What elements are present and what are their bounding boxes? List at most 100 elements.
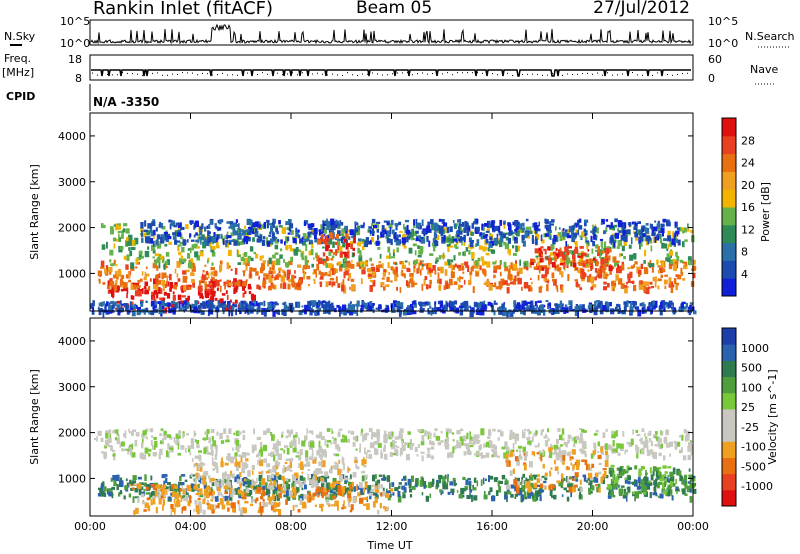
heatmap-cell — [102, 310, 105, 318]
heatmap-cell — [178, 491, 181, 497]
heatmap-cell — [433, 432, 436, 438]
heatmap-cell — [591, 284, 597, 288]
heatmap-cell — [224, 491, 228, 495]
heatmap-cell — [528, 301, 532, 304]
heatmap-cell — [466, 305, 469, 310]
heatmap-cell — [690, 450, 692, 454]
heatmap-cell — [524, 496, 528, 500]
heatmap-cell — [123, 255, 127, 260]
heatmap-cell — [547, 303, 549, 309]
heatmap-cell — [655, 276, 657, 283]
heatmap-cell — [406, 454, 410, 461]
heatmap-cell — [543, 309, 546, 316]
heatmap-cell — [504, 441, 508, 448]
heatmap-cell — [393, 303, 398, 308]
heatmap-cell — [572, 476, 575, 481]
heatmap-cell — [590, 235, 593, 243]
heatmap-cell — [150, 310, 155, 316]
heatmap-cell — [356, 262, 361, 267]
heatmap-cell — [571, 237, 575, 243]
heatmap-cell — [175, 433, 179, 439]
heatmap-cell — [541, 266, 545, 271]
heatmap-cell — [115, 270, 118, 278]
heatmap-cell — [659, 304, 663, 309]
heatmap-cell — [113, 285, 118, 292]
heatmap-cell — [292, 438, 297, 444]
heatmap-cell — [665, 219, 670, 223]
heatmap-cell — [441, 236, 446, 244]
heatmap-cell — [516, 230, 520, 237]
heatmap-cell — [634, 301, 637, 306]
heatmap-cell — [465, 247, 469, 252]
heatmap-cell — [113, 224, 116, 227]
heatmap-cell — [181, 247, 185, 253]
heatmap-cell — [175, 222, 180, 226]
heatmap-cell — [570, 230, 574, 238]
heatmap-cell — [345, 230, 348, 236]
heatmap-cell — [159, 297, 163, 301]
heatmap-cell — [166, 302, 171, 307]
heatmap-cell — [650, 245, 653, 252]
heatmap-cell — [502, 310, 507, 317]
heatmap-cell — [240, 509, 244, 516]
heatmap-cell — [666, 248, 669, 252]
heatmap-cell — [447, 246, 450, 253]
heatmap-cell — [316, 479, 321, 483]
heatmap-cell — [631, 221, 637, 225]
heatmap-cell — [267, 496, 271, 501]
heatmap-cell — [152, 498, 156, 505]
heatmap-cell — [301, 471, 304, 474]
heatmap-cell — [326, 440, 332, 443]
heatmap-cell — [203, 494, 207, 501]
heatmap-cell — [659, 238, 663, 244]
heatmap-cell — [266, 428, 271, 434]
heatmap-cell — [392, 229, 395, 235]
heatmap-cell — [420, 301, 425, 305]
heatmap-cell — [141, 255, 144, 259]
heatmap-cell — [491, 454, 494, 458]
heatmap-cell — [434, 428, 438, 432]
colorbar-segment — [722, 189, 736, 208]
heatmap-cell — [251, 444, 254, 448]
heatmap-cell — [204, 226, 207, 232]
heatmap-cell — [666, 442, 671, 448]
heatmap-cell — [233, 506, 236, 513]
heatmap-cell — [689, 302, 694, 305]
heatmap-cell — [441, 219, 445, 224]
heatmap-cell — [268, 275, 273, 283]
heatmap-cell — [210, 278, 214, 284]
heatmap-cell — [274, 238, 279, 244]
heatmap-cell — [301, 440, 306, 447]
heatmap-cell — [499, 480, 503, 484]
heatmap-cell — [180, 226, 185, 230]
heatmap-cell — [260, 234, 263, 241]
heatmap-cell — [483, 234, 488, 239]
heatmap-cell — [371, 223, 374, 227]
heatmap-cell — [356, 300, 360, 307]
heatmap-cell — [301, 487, 304, 491]
heatmap-cell — [567, 477, 569, 484]
nave-dot — [372, 72, 373, 74]
heatmap-cell — [419, 301, 422, 307]
heatmap-cell — [330, 258, 334, 261]
heatmap-cell — [183, 506, 187, 511]
heatmap-cell — [336, 239, 341, 246]
heatmap-cell — [266, 237, 268, 242]
heatmap-cell — [339, 251, 343, 258]
heatmap-cell — [293, 441, 297, 449]
heatmap-cell — [291, 282, 294, 286]
heatmap-cell — [174, 302, 179, 309]
heatmap-cell — [547, 226, 551, 232]
heatmap-cell — [178, 430, 182, 436]
heatmap-cell — [207, 259, 209, 264]
heatmap-cell — [521, 234, 525, 240]
heatmap-cell — [468, 279, 471, 286]
heatmap-cell — [645, 223, 649, 226]
heatmap-cell — [132, 429, 136, 433]
heatmap-cell — [318, 229, 322, 232]
heatmap-cell — [461, 267, 465, 270]
heatmap-cell — [211, 276, 213, 280]
heatmap-cell — [326, 223, 330, 230]
heatmap-cell — [92, 300, 95, 307]
heatmap-cell — [376, 479, 381, 484]
